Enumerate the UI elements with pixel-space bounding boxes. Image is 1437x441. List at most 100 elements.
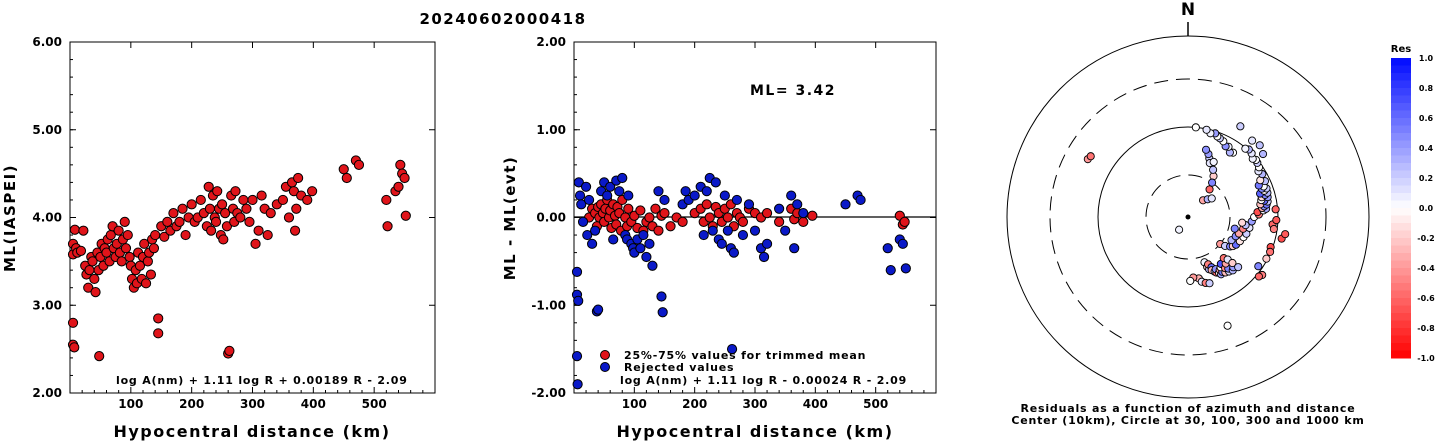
station-residual-point (1266, 247, 1275, 256)
colorbar-segment (1391, 73, 1411, 81)
legend-red-label: 25%-75% values for trimmed mean (624, 349, 866, 362)
colorbar-segment (1391, 193, 1411, 201)
x-tick-label: 100 (622, 397, 647, 411)
blue-data-point (789, 243, 800, 254)
blue-data-point (710, 177, 721, 188)
colorbar-segment (1391, 290, 1411, 299)
blue-data-point (577, 216, 589, 227)
ring-300km (1049, 78, 1327, 356)
colorbar-tick-label: 1.0 (1419, 54, 1434, 63)
y-tick-label: 6.00 (32, 35, 62, 49)
colorbar-segment (1391, 223, 1411, 231)
blue-data-point (707, 225, 718, 236)
red-data-point (650, 203, 661, 214)
red-data-point (244, 216, 255, 227)
station-residual-point (1238, 218, 1247, 227)
colorbar-segment (1391, 163, 1411, 171)
red-data-point (288, 186, 299, 197)
plot1-formula: log A(nm) + 1.11 log R + 0.00189 R - 2.0… (116, 374, 408, 387)
colorbar-segment (1391, 140, 1411, 149)
colorbar-segment (1391, 230, 1411, 239)
red-data-point (659, 208, 670, 219)
y-tick-label: 1.00 (536, 123, 566, 137)
x-tick-label: 400 (301, 397, 326, 411)
red-data-point (256, 190, 267, 201)
colorbar-segment (1391, 133, 1411, 141)
colorbar-segment (1391, 125, 1411, 134)
red-data-point (722, 212, 733, 223)
north-label: N (1181, 0, 1195, 20)
red-data-point (139, 238, 150, 249)
plot2-ticks: 100 200 300 400 500 -2.00 -1.00 0.00 1.00 2.00 (531, 35, 936, 411)
station-residual-point (1230, 224, 1239, 233)
station-residual-point (1236, 122, 1245, 131)
station-residual-point (1262, 254, 1271, 263)
colorbar-segment (1391, 298, 1411, 306)
red-data-point (395, 159, 406, 170)
station-residual-point (1271, 205, 1280, 214)
y-tick-label: 0.00 (536, 211, 566, 225)
red-data-point (174, 216, 185, 227)
polar-points (1083, 122, 1290, 330)
blue-data-point (900, 263, 911, 274)
red-data-point (235, 212, 246, 223)
blue-data-point (885, 265, 896, 276)
station-residual-point (1208, 178, 1217, 187)
panel-ml-iaspei: 100 200 300 400 500 2.00 3.00 4.00 5.00 6.00 ML(I… (1, 35, 436, 441)
blue-data-point (638, 229, 649, 241)
red-data-point (83, 282, 94, 293)
red-data-point (87, 256, 98, 267)
red-data-point (140, 278, 152, 289)
colorbar-segment (1391, 305, 1411, 314)
red-data-point (159, 231, 170, 242)
red-data-point (180, 229, 191, 241)
y-tick-label: 4.00 (32, 211, 62, 225)
station-residual-point (1272, 216, 1281, 225)
plot1-x-axis-label: Hypocentral distance (km) (113, 422, 390, 441)
red-data-point (382, 221, 393, 232)
station-residual-point (1241, 144, 1250, 153)
blue-data-point (726, 344, 738, 355)
colorbar-segment (1391, 215, 1411, 224)
red-data-point (134, 260, 146, 271)
blue-data-point (722, 225, 733, 236)
plot1-y-axis-label: ML(IASPEI) (1, 164, 19, 272)
blue-data-point (728, 247, 739, 258)
red-data-point (704, 212, 715, 223)
colorbar-segment (1391, 185, 1411, 194)
red-data-point (177, 203, 188, 214)
red-data-point (206, 225, 217, 236)
panel-polar: N Residuals as a function of azimuth and… (1006, 0, 1370, 427)
x-tick-label: 500 (362, 397, 387, 411)
red-data-point (293, 172, 304, 184)
red-data-point (221, 221, 233, 232)
red-data-point (665, 221, 676, 232)
blue-data-point (593, 304, 604, 315)
legend-red-marker (600, 350, 610, 360)
plot2-x-axis-label: Hypocentral distance (km) (616, 422, 893, 441)
blue-data-point (774, 203, 785, 214)
colorbar-tick-label: 0.8 (1419, 84, 1434, 93)
blue-data-point (573, 177, 584, 188)
blue-data-point (641, 251, 652, 263)
blue-data-point (587, 238, 598, 249)
blue-data-point (737, 229, 749, 241)
red-data-point (153, 313, 164, 324)
colorbar-tick-label: -0.6 (1417, 294, 1435, 303)
blue-data-point (780, 225, 791, 236)
station-residual-point (1254, 262, 1263, 271)
blue-data-point (590, 225, 601, 236)
y-tick-label: 3.00 (32, 298, 62, 312)
colorbar-segment (1391, 343, 1411, 351)
colorbar-segment (1391, 178, 1411, 186)
legend-blue-label: Rejected values (624, 361, 734, 374)
y-tick-label: -2.00 (531, 386, 566, 400)
colorbar-segment (1391, 253, 1411, 261)
red-data-point (241, 203, 252, 214)
station-residual-point (1086, 152, 1095, 161)
y-tick-label: -1.00 (531, 298, 566, 312)
colorbar-ticks: 1.0 0.8 0.6 0.4 0.2 0.0 -0.2 -0.4 -0.6 -0.8 -1.0 (1417, 54, 1435, 363)
blue-data-point (583, 194, 595, 206)
red-data-point (203, 181, 214, 192)
